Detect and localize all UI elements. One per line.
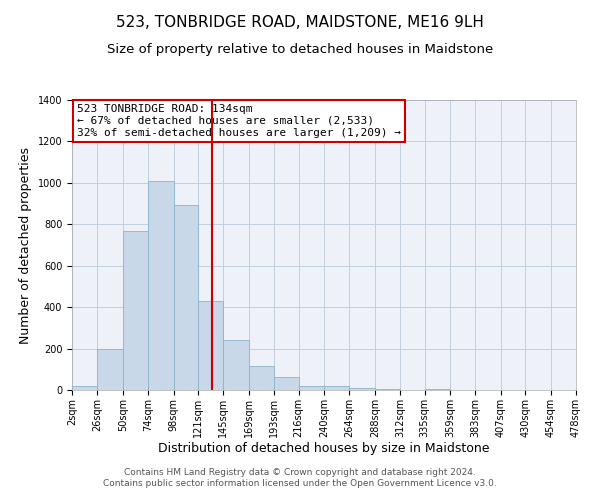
Text: 523, TONBRIDGE ROAD, MAIDSTONE, ME16 9LH: 523, TONBRIDGE ROAD, MAIDSTONE, ME16 9LH — [116, 15, 484, 30]
Y-axis label: Number of detached properties: Number of detached properties — [19, 146, 32, 344]
Bar — [148, 181, 173, 390]
Bar — [375, 389, 400, 390]
Text: Size of property relative to detached houses in Maidstone: Size of property relative to detached ho… — [107, 42, 493, 56]
Bar — [223, 340, 249, 390]
Bar — [349, 388, 375, 390]
Bar — [274, 376, 299, 390]
Text: 523 TONBRIDGE ROAD: 134sqm
← 67% of detached houses are smaller (2,533)
32% of s: 523 TONBRIDGE ROAD: 134sqm ← 67% of deta… — [77, 104, 401, 138]
X-axis label: Distribution of detached houses by size in Maidstone: Distribution of detached houses by size … — [158, 442, 490, 456]
Text: Contains HM Land Registry data © Crown copyright and database right 2024.
Contai: Contains HM Land Registry data © Crown c… — [103, 468, 497, 487]
Bar — [324, 386, 349, 390]
Bar — [173, 204, 198, 390]
Bar — [72, 386, 97, 390]
Bar — [249, 366, 274, 390]
Bar — [425, 389, 450, 390]
Bar — [123, 230, 148, 390]
Bar — [198, 301, 223, 390]
Bar — [97, 348, 123, 390]
Bar — [299, 386, 324, 390]
